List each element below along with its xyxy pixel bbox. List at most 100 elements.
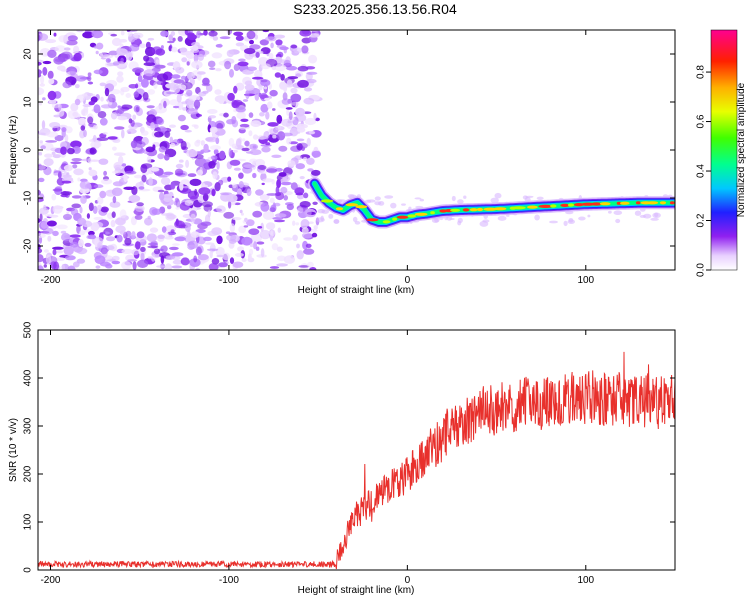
noise-blob — [274, 64, 287, 72]
noise-blob — [95, 42, 104, 50]
signal-hotspot — [345, 203, 358, 207]
noise-blob — [311, 169, 321, 176]
noise-blob — [69, 241, 79, 248]
noise-blob — [54, 135, 64, 142]
noise-blob — [205, 136, 218, 143]
noise-blob — [49, 122, 61, 129]
noise-blob — [295, 192, 303, 196]
noise-blob — [190, 213, 196, 222]
noise-blob — [180, 75, 186, 80]
snr-x-label: Height of straight line (km) — [298, 585, 415, 596]
noise-blob — [80, 108, 89, 117]
noise-blob — [333, 219, 340, 224]
noise-blob — [112, 196, 117, 204]
noise-blob — [99, 53, 104, 58]
noise-blob — [38, 239, 40, 243]
noise-blob — [249, 39, 254, 45]
noise-blob — [147, 256, 153, 260]
noise-blob — [38, 157, 39, 162]
noise-blob — [256, 241, 265, 245]
noise-blob — [304, 208, 312, 218]
noise-blob — [308, 130, 316, 135]
snr-frame — [37, 329, 676, 571]
noise-blob — [147, 245, 159, 249]
spectrogram-x-tick-label: -100 — [219, 275, 239, 286]
noise-blob — [276, 263, 288, 267]
noise-blob — [156, 73, 169, 82]
noise-blob — [311, 232, 318, 238]
noise-blob — [116, 75, 124, 83]
noise-blob — [301, 45, 309, 54]
noise-blob — [186, 32, 195, 37]
noise-blob — [61, 180, 72, 184]
noise-blob — [232, 183, 237, 189]
noise-blob — [281, 98, 291, 105]
noise-blob — [212, 171, 218, 180]
noise-blob — [276, 114, 283, 124]
noise-blob — [378, 201, 385, 206]
noise-blob — [249, 149, 262, 156]
noise-blob — [268, 230, 274, 235]
noise-blob — [174, 220, 185, 229]
noise-blob — [247, 66, 257, 71]
noise-blob — [131, 249, 140, 256]
noise-blob — [110, 33, 117, 37]
noise-blob — [302, 240, 308, 250]
noise-blob — [290, 44, 298, 49]
noise-blob — [38, 165, 46, 171]
noise-blob — [39, 101, 42, 106]
noise-blob — [78, 239, 84, 248]
noise-blob — [180, 140, 187, 150]
noise-blob — [100, 247, 108, 255]
noise-blob — [92, 205, 98, 214]
noise-blob — [236, 111, 246, 120]
noise-blob — [265, 111, 270, 120]
noise-blob — [275, 39, 283, 46]
noise-blob — [259, 39, 269, 46]
noise-blob — [48, 98, 57, 105]
noise-blob — [93, 69, 103, 75]
noise-blob — [90, 222, 100, 232]
noise-blob — [328, 213, 334, 219]
noise-blob — [311, 150, 321, 158]
noise-blob — [71, 56, 79, 62]
spectrogram-x-tick-label: 100 — [577, 275, 594, 286]
noise-blob — [70, 208, 79, 216]
noise-blob — [286, 79, 293, 86]
noise-blob — [320, 215, 324, 222]
noise-blob — [132, 261, 137, 270]
noise-blob — [175, 163, 184, 169]
noise-blob — [47, 235, 52, 242]
noise-blob — [297, 79, 309, 88]
noise-blob — [229, 257, 235, 264]
signal-hotspot — [407, 214, 417, 218]
noise-blob — [301, 227, 309, 234]
noise-blob — [48, 78, 55, 85]
noise-blob — [211, 188, 216, 197]
noise-blob — [170, 142, 176, 148]
noise-blob — [163, 100, 167, 109]
noise-blob — [266, 193, 278, 196]
noise-blob — [98, 158, 109, 165]
noise-blob — [216, 205, 226, 213]
noise-blob — [215, 68, 222, 72]
noise-blob — [262, 30, 269, 33]
noise-blob — [99, 117, 108, 126]
noise-blob — [132, 67, 144, 73]
noise-blob — [315, 117, 320, 122]
noise-blob — [191, 41, 200, 47]
noise-blob — [152, 144, 156, 151]
noise-blob — [287, 160, 296, 167]
noise-blob — [568, 218, 574, 223]
noise-blob — [240, 212, 244, 216]
noise-blob — [268, 52, 274, 59]
noise-blob — [171, 265, 183, 269]
noise-blob — [321, 209, 330, 214]
noise-blob — [65, 255, 76, 261]
noise-blob — [43, 249, 49, 253]
noise-blob — [96, 137, 109, 142]
noise-blob — [352, 216, 358, 223]
noise-blob — [87, 81, 94, 85]
noise-blob — [38, 197, 44, 203]
noise-blob — [634, 210, 642, 216]
